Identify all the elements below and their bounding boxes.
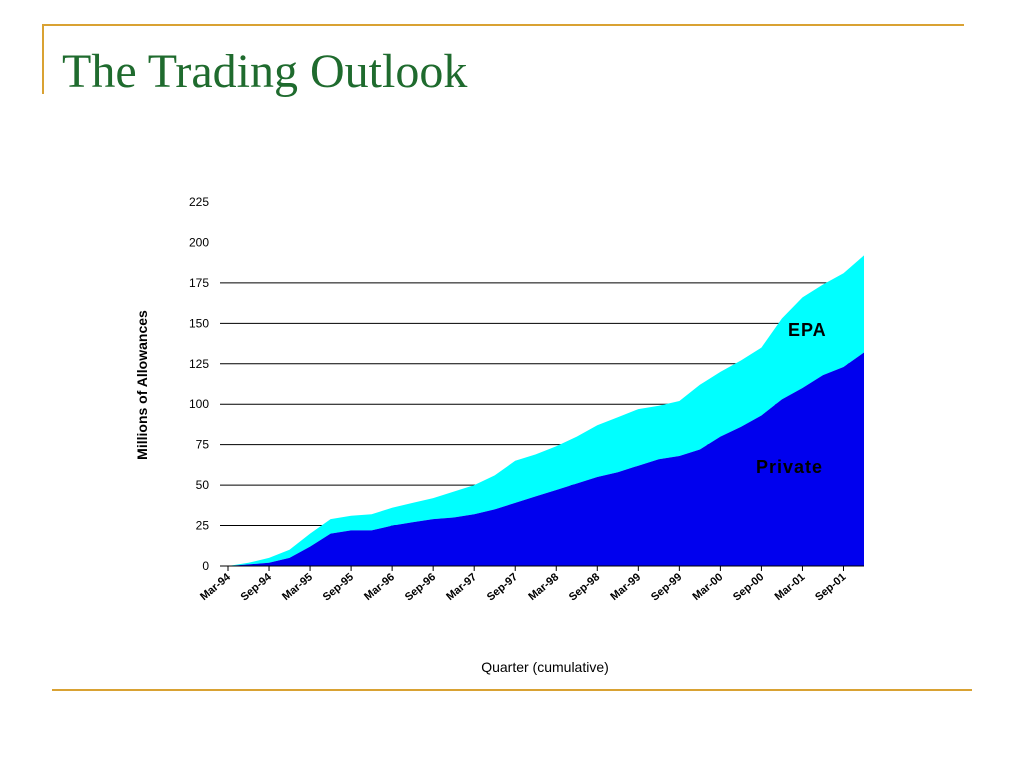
y-tick-labels: 0 25 50 75 100 125 150 175 200 225 xyxy=(189,195,209,573)
area-epa xyxy=(228,255,864,566)
title-rule-top xyxy=(42,24,964,26)
bottom-rule xyxy=(52,689,972,691)
x-tick-label: Mar-95 xyxy=(280,571,315,603)
x-tick-label: Sep-94 xyxy=(239,571,275,604)
x-tick-label: Mar-97 xyxy=(444,571,479,603)
x-tick-label: Sep-95 xyxy=(321,571,356,603)
x-tick-label: Sep-01 xyxy=(813,571,848,603)
y-tick-label: 200 xyxy=(189,235,209,249)
y-axis-label: Millions of Allowances xyxy=(134,310,150,460)
y-tick-label: 50 xyxy=(196,478,210,492)
y-tick-label: 175 xyxy=(189,276,209,290)
area-private xyxy=(228,352,864,566)
y-tick-label: 25 xyxy=(196,519,210,533)
x-tick-label: Sep-00 xyxy=(731,571,766,603)
y-tick-label: 225 xyxy=(189,195,209,209)
slide-title: The Trading Outlook xyxy=(62,45,468,98)
x-tick-labels: Mar-94 Sep-94 Mar-95 Sep-95 Mar-96 Sep-96 Mar-… xyxy=(198,566,848,603)
x-tick-label: Mar-01 xyxy=(773,571,808,603)
stacked-areas xyxy=(228,255,864,566)
y-tick-label: 75 xyxy=(196,438,210,452)
x-tick-label: Sep-99 xyxy=(649,571,684,603)
y-tick-label: 150 xyxy=(189,316,209,330)
x-tick-label: Mar-00 xyxy=(690,571,725,603)
x-tick-label: Mar-94 xyxy=(198,571,234,604)
series-label-private: Private xyxy=(756,457,823,477)
x-tick-label: Mar-96 xyxy=(362,571,397,603)
x-tick-label: Mar-99 xyxy=(608,571,643,603)
title-rule-left xyxy=(42,24,44,94)
x-tick-label: Mar-98 xyxy=(526,571,561,603)
x-tick-label: Sep-96 xyxy=(403,571,438,603)
x-axis-label: Quarter (cumulative) xyxy=(481,659,609,675)
y-tick-label: 125 xyxy=(189,357,209,371)
y-tick-label: 100 xyxy=(189,397,209,411)
x-tick-label: Sep-98 xyxy=(567,571,602,603)
series-label-epa: EPA xyxy=(788,320,827,340)
x-tick-label: Sep-97 xyxy=(485,571,520,603)
y-tick-label: 0 xyxy=(202,559,209,573)
